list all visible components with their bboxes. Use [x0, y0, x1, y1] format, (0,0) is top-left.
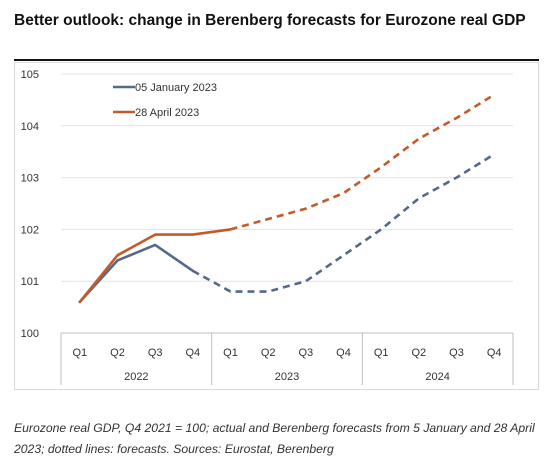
x-tick-label: Q2 [261, 347, 276, 359]
x-group-label: 2022 [124, 371, 148, 383]
series-line-forecast [192, 153, 495, 293]
grid-lines [61, 73, 513, 334]
chart-area: 100 101 102 103 104 105 Q1 Q2 Q3 Q4 Q1 Q2 Q3 Q4 Q1 Q2 Q… [14, 62, 539, 390]
legend: 05 January 2023 28 April 2023 [113, 82, 217, 119]
series-lines [78, 93, 495, 304]
x-tick-label: Q4 [487, 347, 502, 359]
title-divider [14, 59, 539, 61]
x-tick-label: Q1 [223, 347, 238, 359]
series-line-actual [78, 228, 232, 304]
x-tick-label: Q3 [298, 347, 313, 359]
x-group-label: 2023 [275, 371, 299, 383]
x-tick-label: Q1 [72, 347, 87, 359]
y-tick-label: 102 [21, 224, 39, 236]
chart-caption: Eurozone real GDP, Q4 2021 = 100; actual… [14, 421, 535, 456]
legend-label: 28 April 2023 [135, 107, 199, 119]
y-tick-label: 104 [21, 121, 39, 133]
x-group-label: 2024 [425, 371, 449, 383]
chart-frame [14, 62, 539, 390]
x-tick-label: Q1 [374, 347, 389, 359]
x-tick-label: Q4 [185, 347, 200, 359]
y-tick-label: 101 [21, 276, 39, 288]
x-tick-label: Q4 [336, 347, 351, 359]
y-axis: 100 101 102 103 104 105 [21, 69, 39, 340]
x-tick-label: Q3 [148, 347, 163, 359]
x-tick-label: Q2 [110, 347, 125, 359]
y-tick-label: 100 [21, 328, 39, 340]
x-tick-label: Q3 [449, 347, 464, 359]
x-axis: Q1 Q2 Q3 Q4 Q1 Q2 Q3 Q4 Q1 Q2 Q3 Q4 2022 2023 2024 [60, 333, 514, 385]
series-line-actual [78, 243, 195, 304]
legend-label: 05 January 2023 [135, 82, 217, 94]
y-tick-label: 103 [21, 173, 39, 185]
x-tick-label: Q2 [411, 347, 426, 359]
chart-title: Better outlook: change in Berenberg fore… [14, 12, 526, 29]
y-tick-label: 105 [21, 69, 39, 81]
